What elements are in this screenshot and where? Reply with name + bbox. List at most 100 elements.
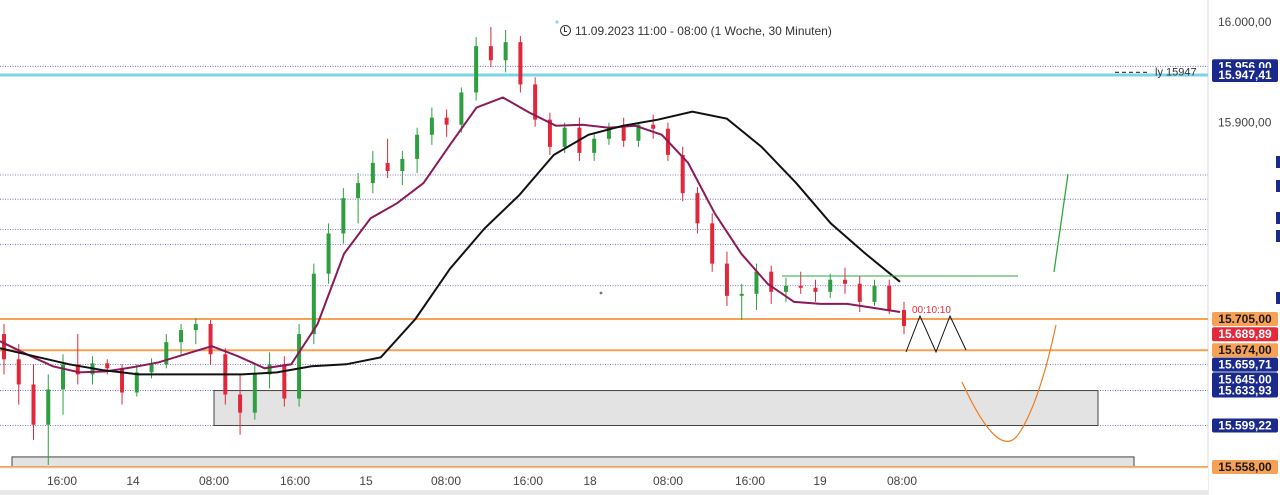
chart-marker [555, 20, 559, 24]
candle-body[interactable] [828, 279, 833, 292]
candle-body[interactable] [297, 334, 302, 399]
candle-body[interactable] [488, 46, 493, 61]
candle-body[interactable] [429, 117, 434, 135]
price-label-text: 15.599,22 [1218, 419, 1272, 433]
candle-body[interactable] [149, 364, 154, 373]
candle-body[interactable] [164, 342, 169, 365]
candle-body[interactable] [179, 330, 184, 343]
candle-body[interactable] [208, 324, 213, 355]
range-info-text: 11.09.2023 11:00 - 08:00 (1 Woche, 30 Mi… [575, 24, 832, 38]
candle-body[interactable] [193, 324, 198, 331]
candle-body[interactable] [326, 233, 331, 274]
candle-body[interactable] [710, 223, 715, 264]
candle-timer: 00:10:10 [912, 305, 951, 316]
candle-body[interactable] [415, 134, 420, 159]
candle-body[interactable] [547, 119, 552, 147]
edge-marker [1276, 180, 1280, 192]
price-label-badge[interactable] [1212, 383, 1278, 398]
price-label-badge[interactable] [1212, 327, 1278, 342]
candle-body[interactable] [754, 271, 759, 294]
projection-curve[interactable] [961, 324, 1057, 442]
y-tick-label: 16.000,00 [1218, 15, 1272, 29]
price-label-text: 15.674,00 [1218, 343, 1272, 357]
candle-body[interactable] [282, 364, 287, 399]
candle-body[interactable] [134, 372, 139, 393]
candle-body[interactable] [769, 271, 774, 292]
candle-body[interactable] [400, 158, 405, 172]
candle-body[interactable] [887, 285, 892, 310]
price-label-text: 15.659,71 [1218, 358, 1272, 372]
candle-body[interactable] [252, 374, 257, 413]
candle-body[interactable] [267, 364, 272, 375]
x-tick-label: 14 [126, 474, 140, 488]
clock-icon [560, 25, 571, 36]
candle-body[interactable] [857, 283, 862, 302]
candle-body[interactable] [105, 363, 110, 369]
candle-body[interactable] [370, 162, 375, 184]
candle-body[interactable] [902, 309, 906, 327]
candle-body[interactable] [606, 126, 611, 139]
candle-body[interactable] [651, 124, 656, 129]
partial-level-label: ly 15947 [1155, 66, 1197, 78]
support-zone[interactable] [213, 390, 1099, 427]
candle-body[interactable] [739, 293, 744, 296]
price-label-badge[interactable] [1212, 357, 1278, 372]
candle-body[interactable] [31, 384, 36, 425]
price-label-badge[interactable] [1212, 312, 1278, 327]
time-axis-scrollbar[interactable] [0, 490, 1208, 495]
price-label-badge[interactable] [1212, 343, 1278, 358]
ema-fast-line[interactable] [0, 96, 901, 374]
candle-body[interactable] [783, 285, 788, 292]
ema-slow-line[interactable] [0, 110, 901, 376]
candle-body[interactable] [813, 287, 818, 292]
x-tick-label: 18 [583, 474, 597, 488]
price-label-badge[interactable] [1212, 460, 1278, 474]
candle-body[interactable] [120, 368, 125, 393]
candle-body[interactable] [842, 279, 847, 284]
candle-body[interactable] [636, 124, 641, 141]
price-axis[interactable] [1208, 0, 1280, 495]
candle-body[interactable] [518, 42, 523, 85]
price-label-text: 15.947,41 [1218, 68, 1272, 82]
candle-body[interactable] [533, 84, 538, 120]
candle-body[interactable] [238, 394, 243, 413]
candle-body[interactable] [341, 198, 346, 234]
candle-body[interactable] [75, 364, 80, 375]
price-label-badge[interactable] [1212, 67, 1278, 82]
candle-body[interactable] [503, 42, 508, 61]
y-tick-label: 15.900,00 [1218, 116, 1272, 130]
candle-body[interactable] [2, 334, 6, 360]
price-label-badge[interactable] [1212, 372, 1278, 387]
x-tick-label: 16:00 [47, 474, 77, 488]
candle-body[interactable] [385, 162, 390, 172]
candle-body[interactable] [695, 193, 700, 224]
x-tick-label: 19 [813, 474, 827, 488]
candle-body[interactable] [872, 285, 877, 302]
edge-marker [1276, 156, 1280, 168]
candle-body[interactable] [61, 364, 66, 390]
zigzag-projection[interactable] [905, 314, 967, 354]
candle-body[interactable] [798, 285, 803, 288]
projection-line[interactable] [1053, 173, 1069, 273]
candle-body[interactable] [474, 46, 479, 93]
candle-body[interactable] [444, 117, 449, 125]
candle-body[interactable] [459, 92, 464, 125]
price-label-badge[interactable] [1212, 418, 1278, 433]
edge-marker [1276, 292, 1280, 304]
edge-marker [1276, 230, 1280, 242]
edge-marker [1276, 212, 1280, 224]
candle-body[interactable] [356, 183, 361, 199]
candle-body[interactable] [16, 359, 21, 385]
x-tick-label: 08:00 [887, 474, 917, 488]
candle-body[interactable] [724, 263, 729, 296]
x-tick-label: 08:00 [431, 474, 461, 488]
candle-body[interactable] [621, 126, 626, 141]
support-zone[interactable] [11, 456, 1135, 468]
candle-body[interactable] [562, 127, 567, 147]
candle-body[interactable] [592, 138, 597, 153]
candle-body[interactable] [311, 273, 316, 335]
candle-body[interactable] [680, 154, 685, 194]
candle-body[interactable] [46, 389, 51, 425]
